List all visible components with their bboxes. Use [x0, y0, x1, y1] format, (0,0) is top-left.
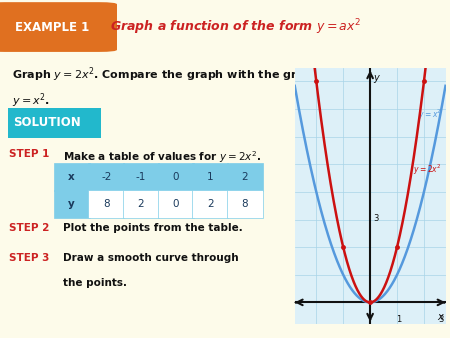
FancyBboxPatch shape — [192, 190, 228, 218]
Text: EXAMPLE 1: EXAMPLE 1 — [14, 21, 89, 33]
Text: $y = 2x^2$: $y = 2x^2$ — [413, 163, 441, 177]
FancyBboxPatch shape — [54, 163, 90, 191]
FancyBboxPatch shape — [8, 108, 101, 138]
Text: STEP 2: STEP 2 — [9, 223, 50, 233]
Text: 2: 2 — [207, 199, 214, 209]
Text: 0: 0 — [172, 172, 179, 182]
FancyBboxPatch shape — [227, 190, 263, 218]
Text: SOLUTION: SOLUTION — [14, 116, 81, 129]
FancyBboxPatch shape — [123, 163, 159, 191]
FancyBboxPatch shape — [227, 163, 263, 191]
Text: $y = x^2$.: $y = x^2$. — [12, 91, 50, 110]
Text: -2: -2 — [101, 172, 112, 182]
Text: Graph $y = 2x^2$. Compare the graph with the graph of: Graph $y = 2x^2$. Compare the graph with… — [12, 66, 338, 84]
Text: x: x — [68, 172, 75, 182]
FancyBboxPatch shape — [158, 163, 194, 191]
Text: 1: 1 — [207, 172, 214, 182]
Text: -1: -1 — [136, 172, 146, 182]
FancyBboxPatch shape — [88, 163, 124, 191]
FancyBboxPatch shape — [123, 190, 159, 218]
Text: 2: 2 — [138, 199, 144, 209]
FancyBboxPatch shape — [158, 190, 194, 218]
Text: y: y — [68, 199, 75, 209]
Text: y: y — [374, 73, 379, 83]
FancyBboxPatch shape — [88, 190, 124, 218]
Text: Plot the points from the table.: Plot the points from the table. — [63, 223, 243, 233]
Text: 0: 0 — [172, 199, 179, 209]
FancyBboxPatch shape — [192, 163, 228, 191]
FancyBboxPatch shape — [0, 2, 117, 52]
Text: the points.: the points. — [63, 279, 127, 288]
Text: $y = x^2$: $y = x^2$ — [418, 107, 441, 122]
Text: STEP 3: STEP 3 — [9, 253, 50, 263]
Text: 1: 1 — [396, 315, 401, 324]
Text: 3: 3 — [439, 315, 444, 324]
FancyBboxPatch shape — [54, 190, 90, 218]
Text: 2: 2 — [242, 172, 248, 182]
Text: 3: 3 — [374, 214, 379, 223]
Text: x: x — [437, 312, 443, 322]
Text: Draw a smooth curve through: Draw a smooth curve through — [63, 253, 239, 263]
Text: STEP 1: STEP 1 — [9, 149, 50, 159]
Text: Graph a function of the form $y = ax^2$: Graph a function of the form $y = ax^2$ — [110, 17, 361, 37]
Text: Make a table of values for $y = 2x^2$.: Make a table of values for $y = 2x^2$. — [63, 149, 261, 165]
Text: 8: 8 — [242, 199, 248, 209]
Text: 8: 8 — [103, 199, 110, 209]
